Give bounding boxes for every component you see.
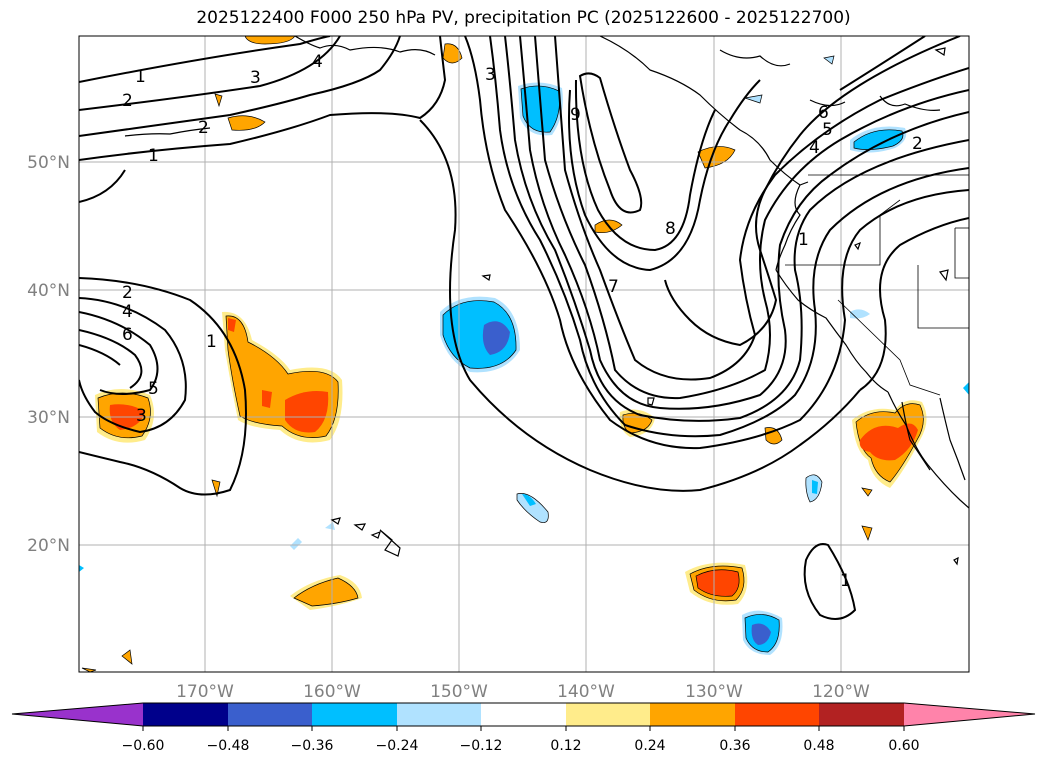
contour-labels: 1 2 2 1 3 4 3 9 6 5 4 2 8 1 7 2 4 6 5 3 … xyxy=(122,52,923,591)
contour-label: 4 xyxy=(312,52,323,72)
contour-label: 4 xyxy=(122,302,133,322)
contour-label: 2 xyxy=(122,91,133,111)
colorbar-tick-label: 0.12 xyxy=(550,738,581,754)
contour-label: 3 xyxy=(136,406,147,426)
map-frame xyxy=(78,35,970,673)
colorbar: −0.60 −0.48 −0.36 −0.24 −0.12 0.12 0.24 … xyxy=(11,702,1036,754)
contour-label: 5 xyxy=(822,120,833,140)
colorbar-segment xyxy=(650,703,735,726)
contour-label: 8 xyxy=(665,219,676,239)
lat-label: 30°N xyxy=(27,408,70,428)
colorbar-segment xyxy=(819,703,904,726)
pv-contours xyxy=(79,36,969,620)
lat-label: 40°N xyxy=(27,281,70,301)
contour-label: 6 xyxy=(818,103,829,123)
contour-label: 1 xyxy=(148,146,159,166)
contour-label: 1 xyxy=(206,332,217,352)
lat-label: 50°N xyxy=(27,153,70,173)
colorbar-tick-label: 0.60 xyxy=(888,738,919,754)
contour-label: 2 xyxy=(912,134,923,154)
latitude-labels: 50°N 40°N 30°N 20°N xyxy=(27,153,70,556)
contour-label: 2 xyxy=(198,118,209,138)
colorbar-extend-high xyxy=(904,703,1035,726)
contour-label: 1 xyxy=(798,230,809,250)
lon-label: 170°W xyxy=(176,682,234,702)
lon-label: 150°W xyxy=(430,682,488,702)
contour-label: 7 xyxy=(608,277,619,297)
precip-positive-west xyxy=(81,36,463,672)
colorbar-tick-label: −0.60 xyxy=(122,738,165,754)
lon-label: 120°W xyxy=(812,682,870,702)
colorbar-tick-labels: −0.60 −0.48 −0.36 −0.24 −0.12 0.12 0.24 … xyxy=(122,738,920,754)
colorbar-tick-label: 0.24 xyxy=(634,738,665,754)
colorbar-extend-low xyxy=(12,703,143,726)
contour-label: 5 xyxy=(148,379,159,399)
colorbar-segment xyxy=(228,703,312,726)
colorbar-ticks xyxy=(142,726,905,731)
longitude-labels: 170°W 160°W 150°W 140°W 130°W 120°W xyxy=(176,682,870,702)
colorbar-tick-label: −0.24 xyxy=(376,738,419,754)
contour-label: 4 xyxy=(809,138,820,158)
colorbar-segment xyxy=(397,703,481,726)
lon-label: 130°W xyxy=(685,682,743,702)
colorbar-tick-label: −0.12 xyxy=(460,738,503,754)
colorbar-tick-label: 0.48 xyxy=(803,738,834,754)
map-title: 2025122400 F000 250 hPa PV, precipitatio… xyxy=(196,8,851,28)
colorbar-segment xyxy=(481,703,566,726)
colorbar-segment xyxy=(735,703,819,726)
contour-label: 3 xyxy=(250,68,261,88)
map-area: 1 2 2 1 3 4 3 9 6 5 4 2 8 1 7 2 4 6 5 3 … xyxy=(79,36,969,672)
lon-label: 140°W xyxy=(557,682,615,702)
colorbar-tick-label: −0.48 xyxy=(207,738,250,754)
colorbar-segment xyxy=(312,703,397,726)
lon-label: 160°W xyxy=(303,682,361,702)
contour-label: 1 xyxy=(840,571,851,591)
colorbar-segment xyxy=(143,703,228,726)
contour-label: 6 xyxy=(122,325,133,345)
coastlines xyxy=(124,36,969,566)
colorbar-tick-label: 0.36 xyxy=(719,738,750,754)
contour-label: 9 xyxy=(570,105,581,125)
contour-label: 2 xyxy=(122,283,133,303)
colorbar-tick-label: −0.36 xyxy=(291,738,334,754)
lat-label: 20°N xyxy=(27,536,70,556)
colorbar-segment xyxy=(566,703,650,726)
contour-label: 1 xyxy=(135,67,146,87)
contour-label: 3 xyxy=(485,65,496,85)
borders xyxy=(785,174,969,396)
